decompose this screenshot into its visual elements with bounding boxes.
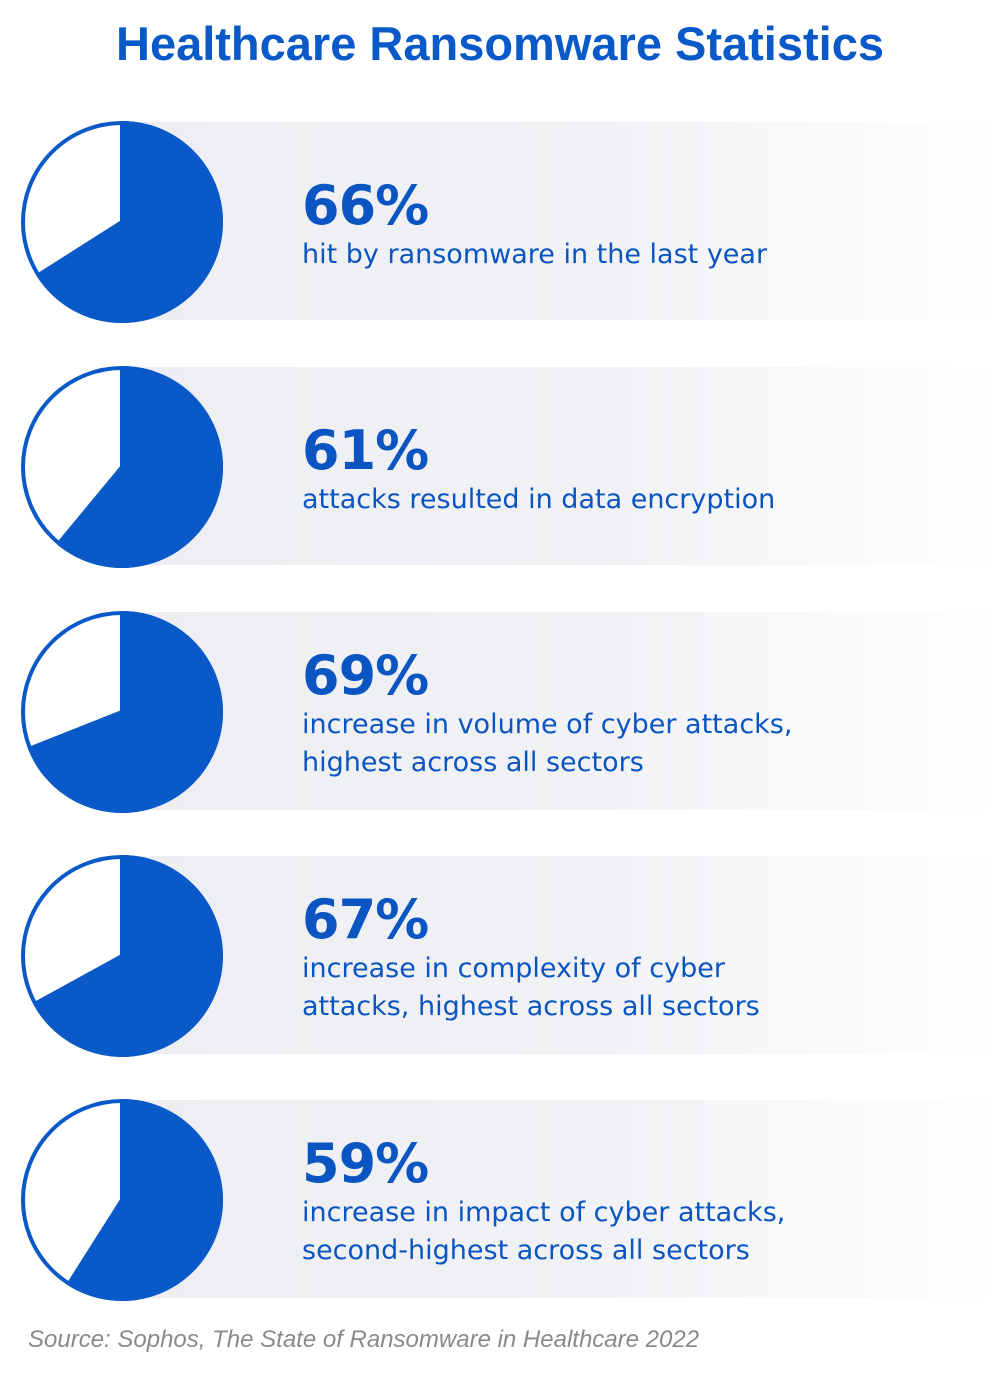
stat-row: 66% hit by ransomware in the last year bbox=[0, 120, 1000, 324]
stat-description: hit by ransomware in the last year bbox=[302, 239, 768, 270]
stat-row: 61% attacks resulted in data encryption bbox=[0, 365, 1000, 569]
source-note: Source: Sophos, The State of Ransomware … bbox=[28, 1326, 700, 1353]
stat-description: attacks resulted in data encryption bbox=[302, 484, 776, 515]
stat-text: 66% hit by ransomware in the last year bbox=[302, 176, 982, 274]
stat-band bbox=[120, 1100, 1000, 1298]
stat-text: 59% increase in impact of cyber attacks, … bbox=[302, 1134, 982, 1270]
stat-value: 59% bbox=[302, 1132, 429, 1195]
stat-text: 69% increase in volume of cyber attacks, … bbox=[302, 646, 982, 782]
stat-value: 61% bbox=[302, 419, 429, 482]
stat-value: 66% bbox=[302, 174, 429, 237]
stat-pie bbox=[21, 855, 224, 1057]
stat-band bbox=[120, 367, 1000, 565]
stat-pie bbox=[21, 366, 223, 568]
stat-value: 67% bbox=[302, 888, 429, 951]
stat-pie bbox=[21, 1099, 223, 1301]
stat-text: 67% increase in complexity of cyber attac… bbox=[302, 890, 982, 1026]
stat-description: increase in complexity of cyber attacks,… bbox=[302, 953, 760, 1022]
stat-pie bbox=[21, 611, 223, 813]
stat-row: 69% increase in volume of cyber attacks, … bbox=[0, 610, 1000, 814]
stat-band bbox=[120, 612, 1000, 810]
stat-band bbox=[120, 856, 1000, 1054]
stat-description: increase in impact of cyber attacks, sec… bbox=[302, 1197, 786, 1266]
page-title: Healthcare Ransomware Statistics bbox=[116, 17, 884, 70]
stat-row: 59% increase in impact of cyber attacks, … bbox=[0, 1098, 1000, 1302]
pie-outline bbox=[21, 121, 223, 323]
pie-outline bbox=[21, 855, 223, 1057]
pie-outline bbox=[21, 1099, 223, 1301]
stat-text: 61% attacks resulted in data encryption bbox=[302, 421, 982, 519]
stat-row: 67% increase in complexity of cyber attac… bbox=[0, 854, 1000, 1058]
stat-description: increase in volume of cyber attacks, hig… bbox=[302, 709, 793, 778]
pie-outline bbox=[21, 611, 223, 813]
stat-band bbox=[120, 122, 1000, 320]
stat-pie bbox=[21, 121, 223, 323]
stat-value: 69% bbox=[302, 644, 429, 707]
pie-outline bbox=[21, 366, 223, 568]
